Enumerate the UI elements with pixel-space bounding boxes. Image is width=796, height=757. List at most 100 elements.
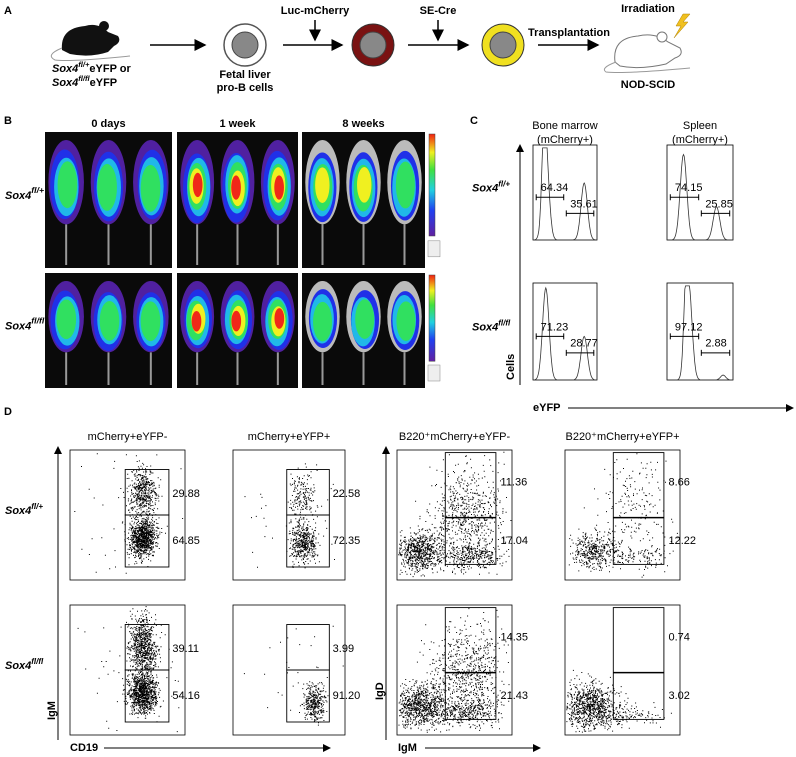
signal <box>395 161 415 209</box>
gate <box>286 514 330 568</box>
gate-value: 3.02 <box>669 690 690 702</box>
column-header: mCherry+eYFP+ <box>248 431 331 443</box>
gate <box>444 452 497 565</box>
label: Luc-mCherry <box>281 5 350 17</box>
gate-value: 28.77 <box>570 338 598 350</box>
histogram <box>532 147 597 241</box>
gate-value: 12.22 <box>669 535 697 547</box>
nucleus <box>231 31 259 59</box>
row-label: Sox4fl/fl <box>5 657 44 672</box>
signal <box>357 167 372 203</box>
row-label: Sox4fl/+ <box>472 179 510 194</box>
label: Transplantation <box>528 27 610 39</box>
donor-mouse <box>61 24 120 56</box>
gate-value: 35.61 <box>570 198 598 210</box>
gate <box>124 624 170 671</box>
plot-frame <box>396 449 513 581</box>
gate <box>286 669 330 723</box>
panel-label: D <box>4 406 12 418</box>
color-scale-legend <box>427 240 441 258</box>
signal <box>192 172 203 198</box>
gate <box>444 607 497 720</box>
events <box>566 669 672 733</box>
gate-value: 54.16 <box>172 690 200 702</box>
panel-label: C <box>470 115 478 127</box>
column-header: B220⁺mCherry+eYFP- <box>399 431 511 443</box>
gate-value: 72.35 <box>333 535 361 547</box>
gate-value: 3.99 <box>333 643 354 655</box>
column-header: (mCherry+) <box>672 134 728 146</box>
lightning <box>673 13 691 39</box>
suffix: eYFP or <box>89 63 131 75</box>
row-label: Sox4fl/fl <box>5 316 45 333</box>
histogram <box>667 285 733 381</box>
timepoint-header: 0 days <box>91 118 125 130</box>
gene: Sox4 <box>52 77 78 89</box>
row-label: Sox4fl/fl <box>472 318 511 333</box>
gate <box>612 452 665 565</box>
axis-label: IgM <box>46 701 58 720</box>
superscript: fl/fl <box>31 657 44 666</box>
signal <box>274 308 285 329</box>
gate-value: 29.88 <box>172 488 200 500</box>
label: pro-B cells <box>217 82 274 94</box>
superscript: fl/+ <box>498 179 510 188</box>
signal <box>231 175 241 200</box>
gene: Sox4 <box>5 505 31 517</box>
signal <box>396 301 416 342</box>
events <box>77 606 180 733</box>
label: Fetal liver <box>219 69 271 81</box>
gene: Sox4 <box>5 660 31 672</box>
signal <box>313 301 333 342</box>
panel-label: A <box>4 5 12 17</box>
events <box>398 451 512 578</box>
color-scale <box>428 133 436 237</box>
mouse-ear <box>99 21 109 31</box>
row-label: Sox4fl/+ <box>5 185 44 202</box>
signal <box>140 164 161 212</box>
gate-value: 71.23 <box>541 321 569 333</box>
gate <box>124 669 170 723</box>
recipient-mouse <box>614 34 682 69</box>
color-scale-legend <box>427 364 441 382</box>
axis-label: Cells <box>505 354 517 380</box>
gate-value: 21.43 <box>501 690 529 702</box>
superscript: fl/+ <box>31 185 44 195</box>
gate-value: 0.74 <box>669 631 690 643</box>
label: NOD-SCID <box>621 79 675 91</box>
plot-frame <box>396 604 513 736</box>
suffix: eYFP <box>90 77 118 89</box>
panel-label: B <box>4 115 12 127</box>
gate-value: 64.85 <box>172 535 200 547</box>
gate-value: 91.20 <box>333 690 361 702</box>
row-label: Sox4fl/+ <box>5 502 43 517</box>
plot-frame <box>232 604 346 736</box>
gate-value: 22.58 <box>333 488 361 500</box>
plot-frame <box>564 604 681 736</box>
gate <box>612 607 665 720</box>
events <box>243 625 344 726</box>
gate-value: 2.88 <box>705 338 726 350</box>
events <box>398 608 512 733</box>
events <box>568 453 679 578</box>
gate-value: 8.66 <box>669 476 690 488</box>
column-header: Spleen <box>683 120 717 132</box>
superscript: fl/+ <box>31 502 43 511</box>
signal <box>97 163 117 211</box>
signal <box>57 161 78 209</box>
panel-a-graphics <box>50 13 691 73</box>
gene: Sox4 <box>5 190 31 202</box>
mouse-ear <box>656 31 668 43</box>
signal <box>231 310 242 332</box>
timepoint-header: 8 weeks <box>342 118 384 130</box>
histogram <box>667 153 733 241</box>
superscript: fl/fl <box>31 316 45 326</box>
gene: Sox4 <box>5 320 31 332</box>
color-scale <box>428 274 436 362</box>
gate-value: 25.85 <box>705 198 733 210</box>
nucleus <box>489 31 517 59</box>
gate-value: 14.35 <box>501 631 529 643</box>
gate <box>286 624 330 671</box>
